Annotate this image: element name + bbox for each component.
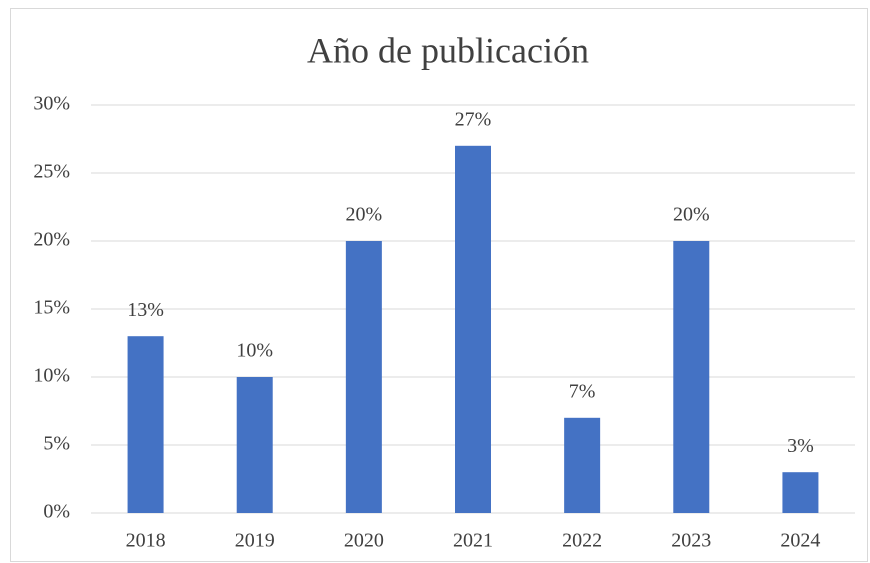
data-label: 7% <box>569 380 596 402</box>
y-tick-label: 25% <box>33 161 70 183</box>
x-tick-label: 2024 <box>780 530 820 552</box>
x-tick-label: 2022 <box>562 530 602 552</box>
bar <box>455 145 491 514</box>
x-tick-label: 2019 <box>235 530 275 552</box>
x-tick-label: 2021 <box>453 530 493 552</box>
bar <box>782 472 819 513</box>
chart-title: Año de publicación <box>307 30 589 70</box>
bar <box>673 241 710 513</box>
data-label: 10% <box>236 340 273 362</box>
data-label: 13% <box>127 299 164 321</box>
data-label: 20% <box>346 204 383 226</box>
y-tick-label: 10% <box>33 365 70 387</box>
x-tick-label: 2020 <box>344 530 384 552</box>
data-label: 3% <box>787 435 814 457</box>
y-tick-label: 20% <box>33 229 70 251</box>
bar <box>127 336 164 513</box>
y-tick-label: 0% <box>43 501 70 523</box>
data-label: 20% <box>673 204 710 226</box>
data-label: 27% <box>455 108 492 130</box>
y-tick-label: 5% <box>43 433 70 455</box>
x-tick-label: 2018 <box>126 530 166 552</box>
bar <box>564 417 601 513</box>
y-tick-label: 30% <box>33 93 70 115</box>
x-tick-label: 2023 <box>671 530 711 552</box>
bar <box>236 377 273 513</box>
y-tick-label: 15% <box>33 297 70 319</box>
bar <box>345 241 382 513</box>
